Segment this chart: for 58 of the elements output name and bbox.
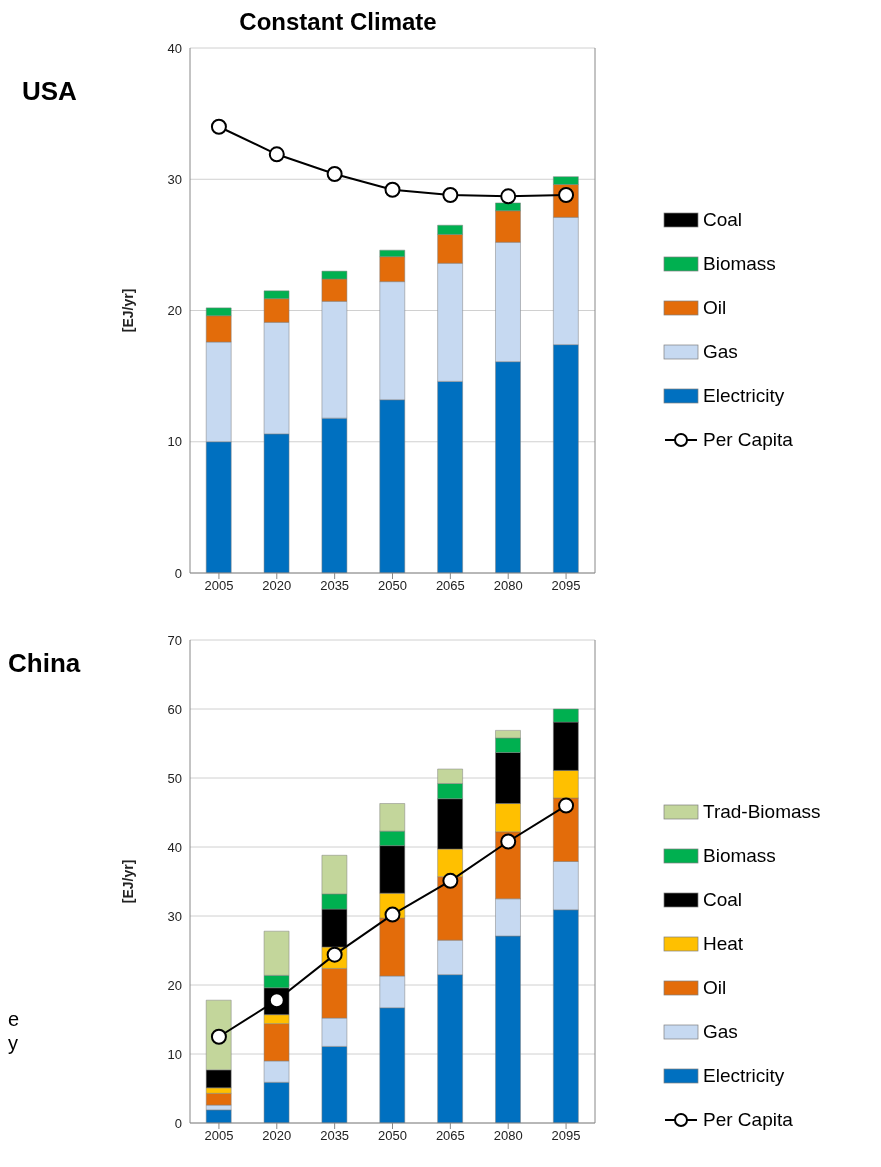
y-axis-title: [EJ/yr]	[119, 288, 136, 333]
legend-label: Per Capita	[703, 428, 793, 452]
point	[500, 188, 517, 205]
point	[268, 146, 285, 163]
text: e	[8, 1008, 20, 1031]
legend-label: Electricity	[703, 384, 785, 408]
x-tick-label: 2050	[378, 1128, 407, 1144]
x-tick-label: 2080	[493, 578, 523, 594]
x-tick-label: 2020	[262, 1128, 292, 1144]
x-tick-label: 2050	[378, 578, 407, 594]
legend-label: Biomass	[703, 252, 776, 276]
point	[558, 797, 575, 814]
legend-label: Biomass	[703, 844, 776, 868]
legend-label: Gas	[703, 340, 738, 364]
y-tick-label: 50	[167, 770, 182, 786]
y-tick-label: 10	[167, 1046, 182, 1062]
x-tick-label: 2065	[435, 578, 465, 594]
legend-label: Coal	[703, 208, 743, 232]
y-tick-label: 70	[167, 632, 182, 648]
x-tick-label: 2065	[435, 1128, 465, 1144]
x-tick-label: 2020	[262, 578, 292, 594]
point	[326, 166, 343, 182]
text: USA	[22, 76, 77, 107]
y-tick-label: 0	[174, 1115, 182, 1131]
chart-title: China	[8, 648, 81, 679]
chart-title: Constant Climate	[238, 8, 438, 36]
x-tick-label: 2035	[320, 1128, 350, 1144]
point	[442, 187, 459, 203]
legend-label: Oil	[703, 976, 727, 1000]
y-tick-label: 30	[167, 908, 182, 924]
y-tick-label: 20	[167, 303, 182, 319]
x-tick-label: 2035	[320, 578, 350, 594]
point	[210, 118, 227, 135]
legend-label: Trad-Biomass	[703, 800, 821, 824]
y-axis-title: [EJ/yr]	[119, 859, 136, 904]
legend-label: Heat	[703, 932, 744, 956]
x-tick-label: 2005	[204, 578, 234, 594]
x-tick-label: 2080	[493, 1128, 523, 1144]
point	[210, 1028, 227, 1045]
point	[500, 833, 517, 850]
y-tick-label: 40	[167, 40, 182, 56]
legend-label: Coal	[703, 888, 743, 912]
y-tick-label: 10	[167, 434, 182, 450]
text: y	[8, 1032, 18, 1055]
x-tick-label: 2005	[204, 1128, 234, 1144]
legend-label: Gas	[703, 1020, 738, 1044]
y-tick-label: 30	[167, 171, 182, 187]
legend-label: Per Capita	[703, 1108, 793, 1132]
y-tick-label: 40	[167, 839, 182, 855]
point	[442, 872, 459, 889]
point	[384, 181, 401, 198]
legend-label: Electricity	[703, 1064, 785, 1088]
legend-label: Oil	[703, 296, 727, 320]
y-tick-label: 60	[167, 701, 182, 717]
y-tick-label: 0	[174, 565, 182, 581]
x-tick-label: 2095	[551, 578, 581, 594]
x-tick-label: 2095	[551, 1128, 581, 1144]
y-tick-label: 20	[167, 977, 182, 993]
